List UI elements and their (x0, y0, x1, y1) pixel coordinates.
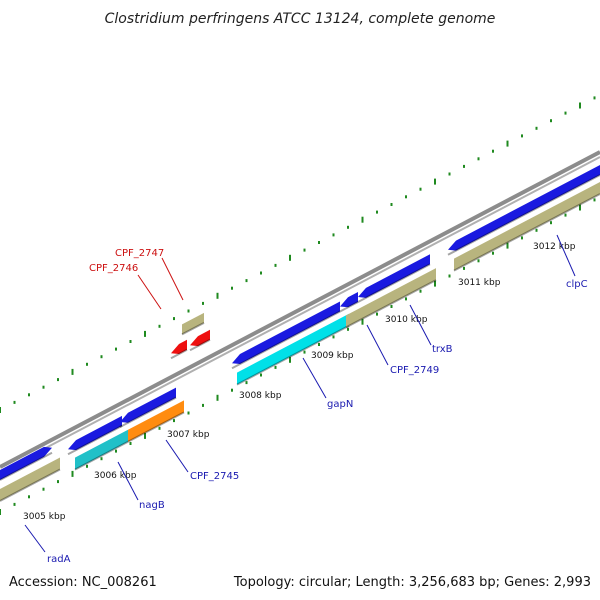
gene-cds-a1-shade (0, 451, 53, 481)
gene-cds-b4[interactable] (237, 313, 349, 385)
gene-cds-small-khaki[interactable] (182, 312, 204, 335)
scale-label-3009: 3009 kbp (311, 351, 354, 361)
leader-cpf2747 (161, 257, 184, 301)
gene-cds-a7[interactable] (448, 165, 600, 251)
scale-label-3012: 3012 kbp (533, 242, 576, 252)
gene-features (0, 165, 600, 502)
leader-lines (24, 234, 576, 553)
gene-cds-a4[interactable] (232, 301, 340, 365)
scale-label-3011: 3011 kbp (458, 278, 501, 288)
gene-labels: radA nagB CPF_2745 gapN CPF_2749 trxB cl… (47, 248, 588, 565)
gene-cds-a5-shade (339, 301, 359, 313)
gene-cds-a3-shade (119, 396, 177, 428)
gene-cds-a3[interactable] (120, 387, 176, 423)
gene-cds-cpf2747-shade (189, 338, 211, 352)
scale-label-3008: 3008 kbp (239, 391, 282, 401)
gene-cds-b4-shade (236, 324, 350, 386)
gene-cds-b2-shade (74, 440, 129, 471)
leader-nagB (117, 461, 139, 501)
gene-cds-b6[interactable] (454, 182, 600, 271)
gene-cds-small-khaki-shade (181, 322, 205, 336)
scale-ticks (0, 96, 596, 515)
gene-label-cpf2749[interactable]: CPF_2749 (390, 365, 439, 376)
gene-cds-a2-shade (67, 425, 123, 456)
gene-label-nagB[interactable]: nagB (139, 500, 165, 511)
accession-text: Accession: NC_008261 (9, 575, 157, 590)
gene-cds-a1[interactable] (0, 446, 52, 480)
scale-label-3006: 3006 kbp (94, 471, 137, 481)
gene-cds-a7-shade (447, 174, 600, 256)
gene-label-gapN[interactable]: gapN (327, 399, 353, 410)
gene-cds-b1-shade (0, 468, 61, 502)
leader-trxB (409, 304, 432, 346)
gene-cds-b3[interactable] (128, 400, 184, 442)
gene-cds-cpf2747[interactable] (190, 329, 210, 347)
gene-label-radA[interactable]: radA (47, 554, 71, 565)
gene-cds-b1[interactable] (0, 457, 60, 502)
leader-cpf2749 (366, 324, 389, 366)
backbone-line-outer (0, 150, 600, 469)
gene-cds-a5[interactable] (340, 292, 358, 308)
gene-cds-b2[interactable] (75, 429, 128, 470)
leader-radA (24, 524, 46, 553)
gene-label-trxB[interactable]: trxB (432, 344, 453, 355)
scale-label-3010: 3010 kbp (385, 315, 428, 325)
scale-labels: 3005 kbp 3006 kbp 3007 kbp 3008 kbp 3009… (23, 242, 576, 522)
gene-label-cpf2747[interactable]: CPF_2747 (115, 248, 164, 259)
gene-label-cpf2746[interactable]: CPF_2746 (89, 263, 138, 274)
leader-cpf2745 (165, 439, 189, 473)
gene-cds-b5-shade (345, 279, 437, 329)
gene-label-clpC[interactable]: clpC (566, 279, 588, 290)
gene-cds-b6-shade (453, 193, 600, 272)
leader-cpf2746 (137, 274, 162, 310)
leader-gapN (302, 357, 327, 399)
gene-cds-b5[interactable] (346, 268, 436, 328)
gene-cds-a2[interactable] (68, 415, 122, 451)
backbone-line-inner (0, 156, 600, 473)
scale-label-3007: 3007 kbp (167, 430, 210, 440)
gene-cds-b3-shade (127, 411, 185, 443)
map-title: Clostridium perfringens ATCC 13124, comp… (105, 11, 496, 27)
scale-label-3005: 3005 kbp (23, 512, 66, 522)
gene-label-cpf2745[interactable]: CPF_2745 (190, 471, 239, 482)
gene-cds-a6[interactable] (358, 254, 430, 298)
gene-cds-a4-shade (231, 310, 341, 370)
gene-cds-cpf2746[interactable] (171, 339, 187, 354)
gene-cds-a6-shade (357, 263, 431, 303)
genome-summary-text: Topology: circular; Length: 3,256,683 bp… (233, 575, 591, 590)
gene-cds-cpf2746-shade (170, 348, 188, 360)
leader-clpC (556, 234, 576, 277)
